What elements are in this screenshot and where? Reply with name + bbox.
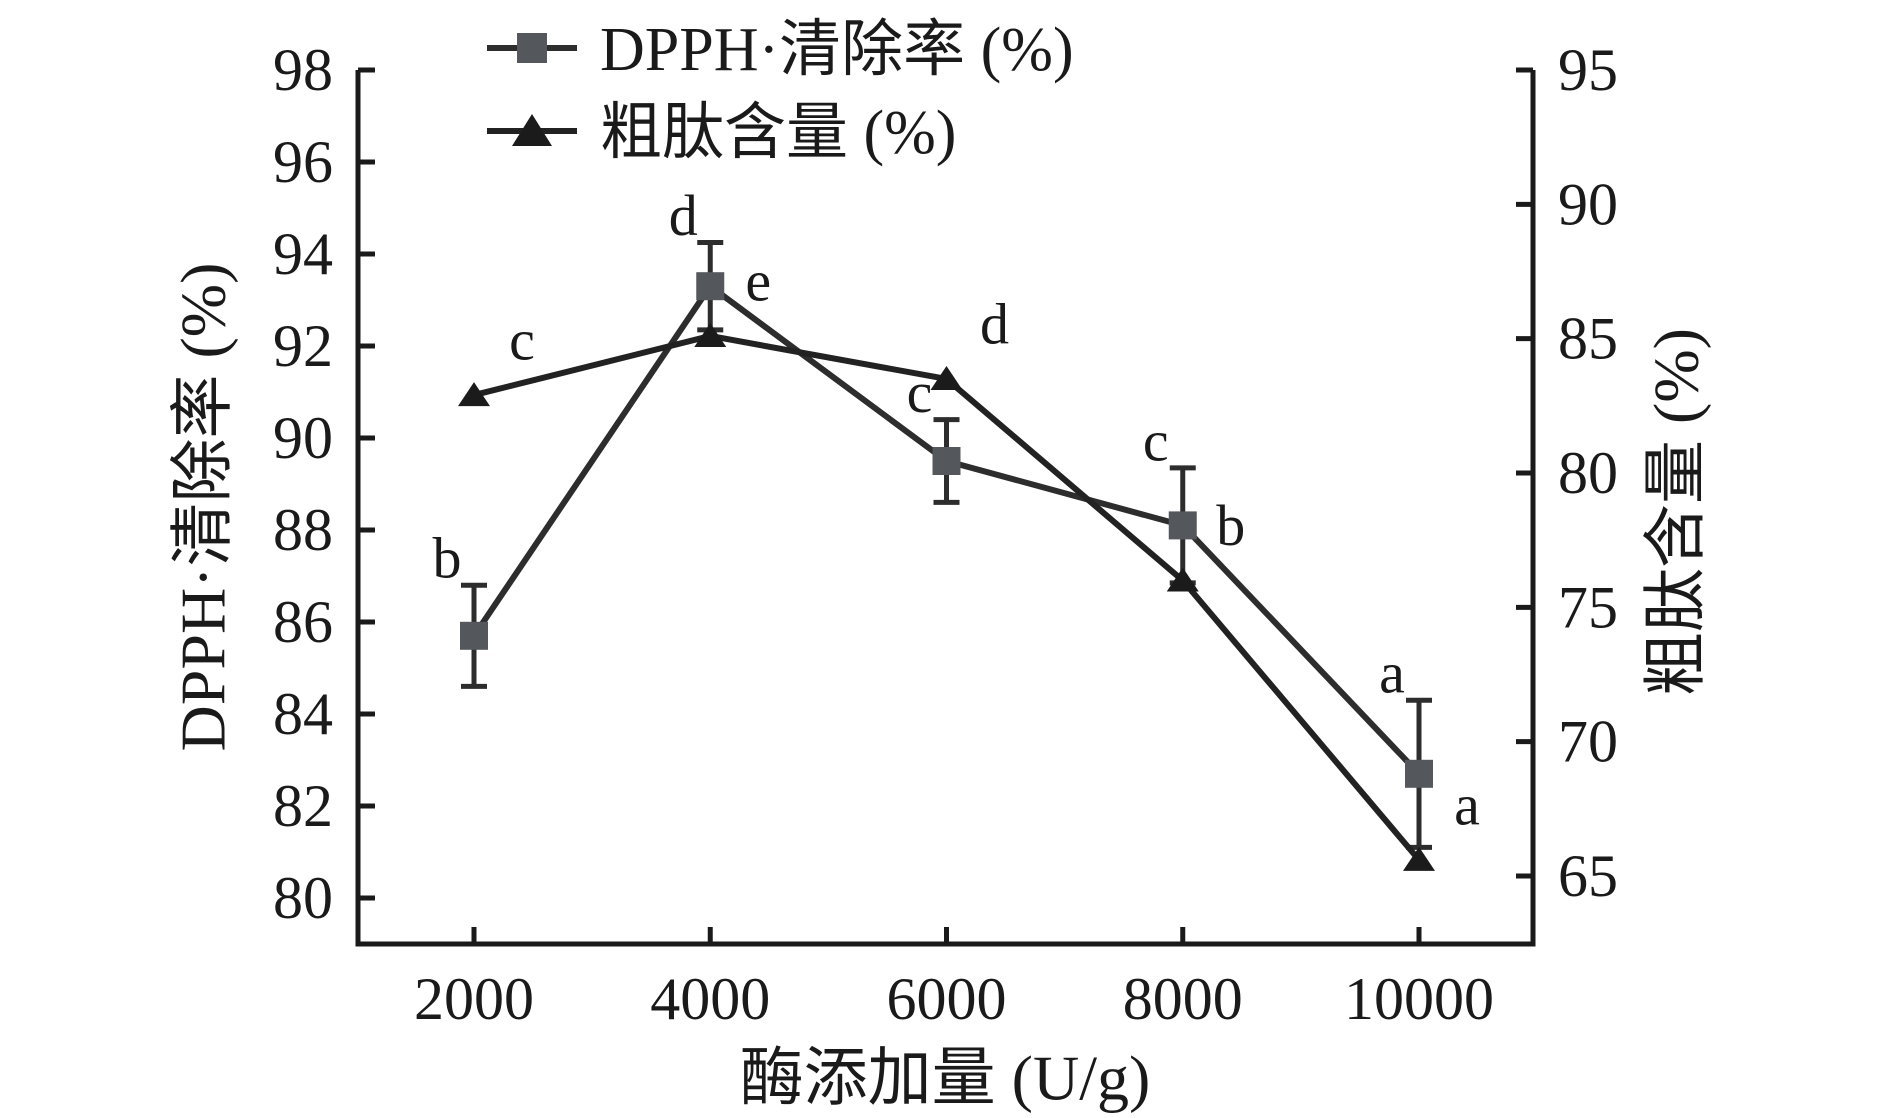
triangle-marker-icon [512, 114, 552, 146]
left-axis-tick-label: 92 [273, 313, 333, 379]
square-marker-icon [517, 33, 547, 63]
axes-layer: 80 82 84 86 88 90 92 94 96 98 65 70 75 80 85 90 95 2000 40… [273, 37, 1618, 1032]
x-axis-title: 酶添加量 (U/g) [740, 1043, 1151, 1114]
peptide-triangle-marker [930, 365, 963, 390]
significance-letter: c [1143, 408, 1169, 473]
left-axis-tick-label: 96 [273, 129, 333, 195]
peptide-triangle-marker [1166, 567, 1199, 592]
significance-letter: d [980, 291, 1009, 356]
legend-item-peptide: 粗肽含量 (%) [487, 99, 956, 167]
right-axis-tick-label: 70 [1558, 709, 1618, 775]
x-axis-tick-label: 6000 [887, 966, 1007, 1032]
peptide-triangle-marker [694, 322, 727, 347]
left-axis-title: DPPH·清除率 (%) [168, 263, 239, 752]
legend-item-dpph: DPPH·清除率 (%) [487, 16, 1074, 84]
significance-letter: e [745, 248, 771, 313]
peptide-triangle-marker [458, 382, 490, 407]
right-axis-tick-label: 90 [1558, 171, 1618, 237]
right-axis-tick-label: 75 [1558, 574, 1618, 640]
left-axis-tick-label: 94 [273, 221, 333, 287]
left-axis-tick-label: 84 [273, 681, 333, 747]
left-axis-tick-label: 82 [273, 773, 333, 839]
dpph-square-marker [1405, 759, 1433, 788]
series-layer [458, 240, 1435, 871]
right-axis-tick-label: 65 [1558, 843, 1618, 909]
legend: DPPH·清除率 (%) 粗肽含量 (%) [487, 16, 1074, 167]
peptide-triangle-marker [1403, 846, 1435, 871]
right-axis-tick-label: 95 [1558, 37, 1618, 103]
left-axis-tick-label: 88 [273, 497, 333, 563]
legend-peptide-label: 粗肽含量 (%) [600, 99, 956, 167]
significance-letter: a [1454, 772, 1480, 837]
x-axis-tick-label: 4000 [650, 966, 770, 1032]
right-axis-tick-label: 85 [1558, 306, 1618, 372]
dpph-square-marker [1168, 511, 1197, 540]
right-axis-title: 粗肽含量 (%) [1641, 328, 1712, 696]
legend-dpph-label: DPPH·清除率 (%) [600, 16, 1074, 84]
right-axis-tick-label: 80 [1558, 440, 1618, 506]
dpph-square-marker [696, 272, 725, 301]
x-axis-tick-label: 8000 [1123, 966, 1243, 1032]
left-axis-tick-label: 80 [273, 865, 333, 931]
left-axis-tick-label: 98 [273, 37, 333, 103]
significance-letter: a [1379, 641, 1405, 706]
significance-letter: c [509, 308, 535, 373]
significance-letter: d [669, 183, 698, 248]
significance-letter: c [907, 360, 933, 425]
dpph-square-marker [460, 621, 488, 650]
series-line-peptide [473, 332, 1422, 862]
x-axis-tick-label: 10000 [1344, 966, 1494, 1032]
significance-letter: b [1216, 493, 1245, 558]
dpph-square-marker [932, 447, 961, 475]
left-axis-tick-label: 90 [273, 405, 333, 471]
left-axis-tick-label: 86 [273, 589, 333, 655]
significance-letter: b [433, 526, 462, 591]
x-axis-tick-label: 2000 [414, 966, 534, 1032]
